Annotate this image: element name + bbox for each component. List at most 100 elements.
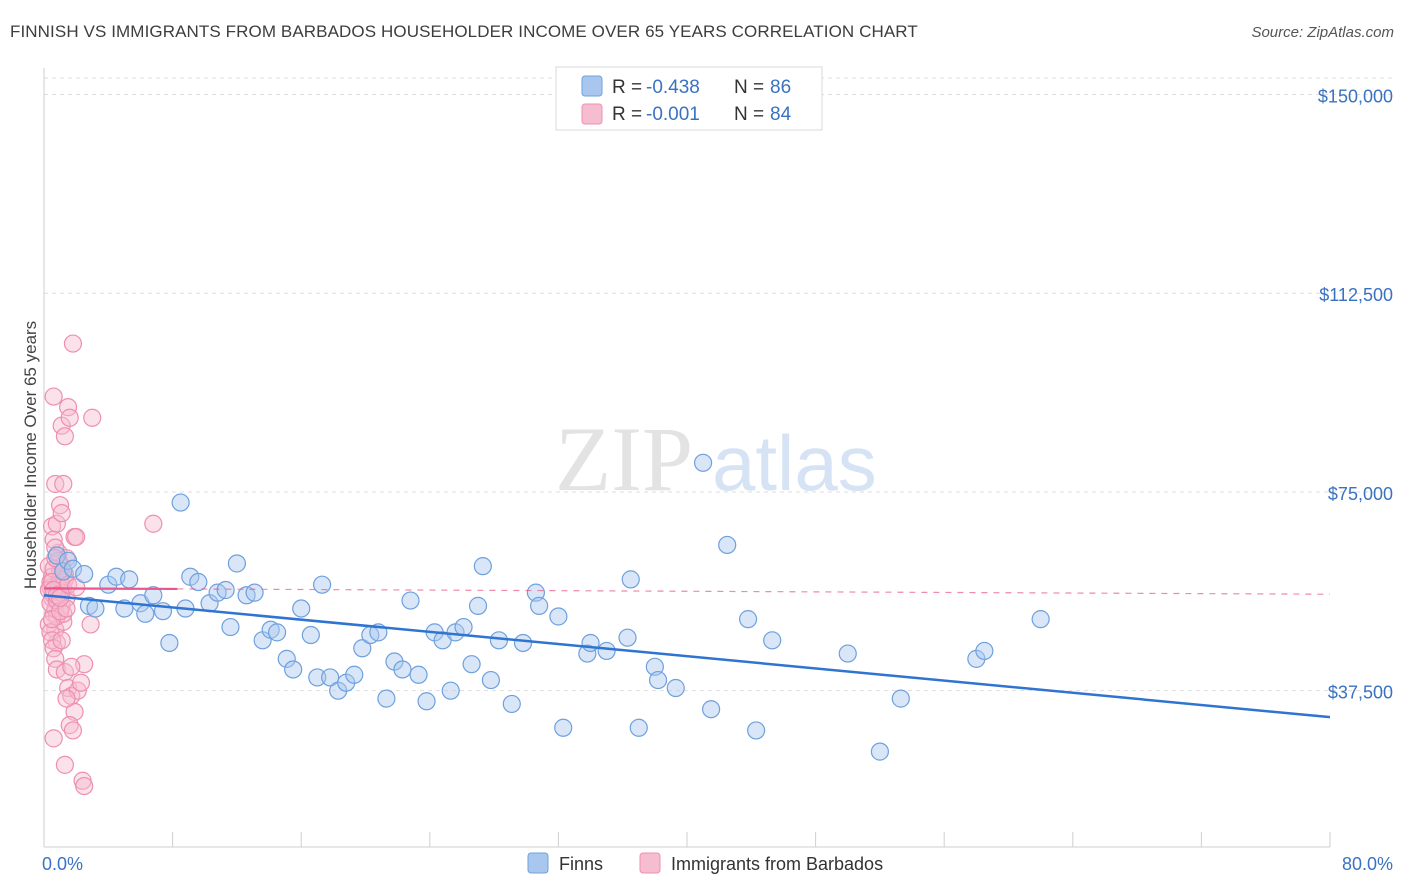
legend-n-label-barbados: N = xyxy=(734,104,764,125)
legend-n-barbados: 84 xyxy=(770,104,792,125)
barbados-point-25 xyxy=(83,408,102,427)
barbados-point-23 xyxy=(55,427,74,446)
finns-point-33 xyxy=(301,625,320,645)
y-tick-label-75000: $75,000 xyxy=(1328,484,1393,504)
finns-point-69 xyxy=(629,718,648,737)
y-tick-label-112500: $112,500 xyxy=(1319,285,1393,305)
finns-point-10 xyxy=(120,570,139,589)
legend-r-label-finns: R = xyxy=(612,77,642,98)
legend-swatch-barbados xyxy=(581,103,603,125)
finns-point-64 xyxy=(554,718,573,737)
finns-point-57 xyxy=(481,670,500,690)
finns-point-73 xyxy=(666,678,685,698)
barbados-point-56 xyxy=(75,776,94,796)
x-tick-label-max: 80.0% xyxy=(1342,854,1393,874)
finns-point-74 xyxy=(693,453,713,472)
barbados-trend-line xyxy=(43,587,178,591)
barbados-point-44 xyxy=(52,631,71,650)
finns-point-78 xyxy=(747,721,766,740)
watermark-atlas: atlas xyxy=(712,419,877,507)
barbados-point-24 xyxy=(60,408,79,427)
finns-point-23 xyxy=(221,617,240,637)
barbados-point-54 xyxy=(55,755,74,774)
finns-point-15 xyxy=(160,633,179,653)
bottom-legend-label-finns: Finns xyxy=(559,854,603,874)
finns-point-34 xyxy=(308,668,327,687)
finns-point-72 xyxy=(648,670,668,690)
finns-point-62 xyxy=(530,596,549,615)
bottom-legend-label-barbados: Immigrants from Barbados xyxy=(671,854,883,874)
finns-point-84 xyxy=(975,641,994,661)
finns-point-29 xyxy=(267,623,287,642)
finns-point-76 xyxy=(718,535,737,555)
finns-point-79 xyxy=(763,631,782,650)
finns-point-0 xyxy=(47,546,66,565)
finns-point-59 xyxy=(502,694,521,714)
finns-point-26 xyxy=(245,583,264,602)
finns-point-77 xyxy=(738,610,758,629)
x-tick-marks xyxy=(43,832,1331,847)
finns-point-85 xyxy=(1031,610,1050,629)
finns-point-48 xyxy=(417,692,436,711)
finns-point-67 xyxy=(597,641,616,661)
finns-trend-line xyxy=(43,594,1331,719)
barbados-point-51 xyxy=(60,716,79,735)
legend-n-label-finns: N = xyxy=(734,77,764,98)
barbados-point-20 xyxy=(44,387,63,406)
barbados-trend-line-extended xyxy=(177,588,1331,595)
finns-point-82 xyxy=(891,689,910,708)
finns-point-53 xyxy=(454,617,473,637)
finns-point-40 xyxy=(353,639,372,658)
chart-title: FINNISH VS IMMIGRANTS FROM BARBADOS HOUS… xyxy=(10,22,918,41)
barbados-point-28 xyxy=(67,527,86,547)
finns-point-54 xyxy=(462,655,481,674)
y-tick-labels: $37,500 $75,000 $112,500 $150,000 xyxy=(1318,86,1393,702)
finns-point-51 xyxy=(441,681,460,700)
barbados-point-19 xyxy=(54,474,73,494)
finns-point-4 xyxy=(75,564,94,584)
finns-point-30 xyxy=(277,649,296,668)
finns-point-36 xyxy=(321,668,340,687)
finns-point-43 xyxy=(377,689,396,708)
barbados-point-15 xyxy=(47,514,66,533)
finns-point-45 xyxy=(393,660,412,679)
barbados-point-12 xyxy=(42,517,62,536)
finns-point-65 xyxy=(578,644,597,663)
finns-point-46 xyxy=(401,591,420,610)
barbados-point-74 xyxy=(57,599,76,618)
finns-point-32 xyxy=(292,599,311,618)
y-tick-label-37500: $37,500 xyxy=(1328,683,1393,703)
finns-point-31 xyxy=(284,660,303,679)
watermark-zip: ZIP xyxy=(555,408,693,510)
finns-point-35 xyxy=(312,575,332,594)
finns-point-3 xyxy=(63,559,83,578)
barbados-point-83 xyxy=(57,689,76,708)
barbados-point-58 xyxy=(81,615,100,634)
x-tick-label-min: 0.0% xyxy=(42,854,83,874)
finns-point-6 xyxy=(86,599,105,618)
finns-point-12 xyxy=(136,604,155,623)
y-tick-label-150000: $150,000 xyxy=(1318,86,1393,106)
finns-point-58 xyxy=(489,631,509,650)
finns-point-39 xyxy=(345,665,364,684)
finns-point-55 xyxy=(468,596,488,615)
legend-r-label-barbados: R = xyxy=(612,104,642,125)
finns-point-19 xyxy=(189,572,208,592)
finns-point-70 xyxy=(621,570,640,589)
legend-swatch-finns xyxy=(581,75,603,97)
legend-r-barbados: -0.001 xyxy=(646,104,700,125)
finns-point-81 xyxy=(870,742,890,761)
finns-point-75 xyxy=(702,700,721,719)
finns-points xyxy=(47,453,1050,761)
bottom-legend-swatch-finns xyxy=(527,852,549,874)
finns-point-60 xyxy=(513,633,533,653)
finns-point-47 xyxy=(409,665,428,684)
finns-point-13 xyxy=(144,586,163,605)
bottom-legend-swatch-barbados xyxy=(639,852,661,874)
finns-point-80 xyxy=(838,644,857,663)
trend-lines xyxy=(43,587,1331,719)
source-label: Source: ZipAtlas.com xyxy=(1251,24,1394,41)
finns-point-68 xyxy=(618,628,637,647)
barbados-point-5 xyxy=(47,633,66,653)
